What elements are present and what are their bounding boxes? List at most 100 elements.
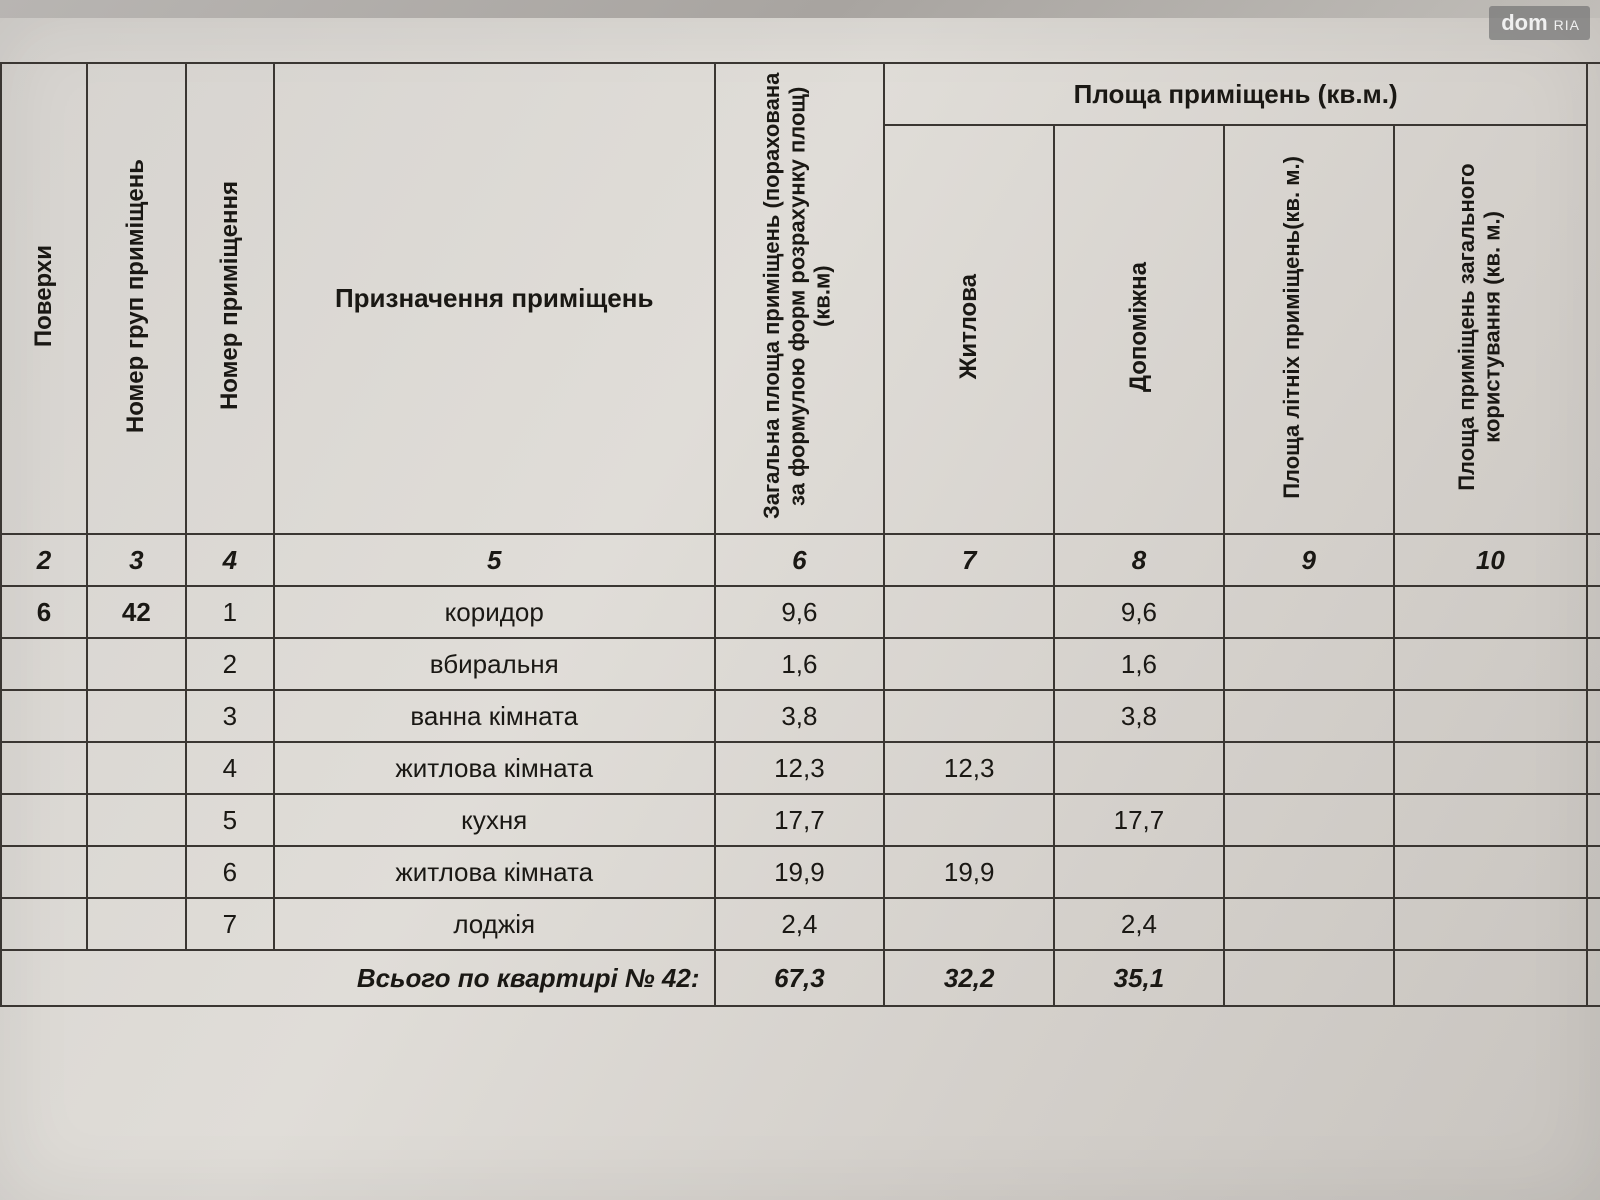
cell-living <box>884 586 1054 638</box>
summary-row: Всього по квартирі № 42: 67,3 32,2 35,1 <box>1 950 1600 1006</box>
paper-sheet: Поверхи Номер груп приміщень Номер примі… <box>0 18 1600 1200</box>
cell-common <box>1394 846 1587 898</box>
cell-edge <box>1587 638 1600 690</box>
col-header-area-group: Площа приміщень (кв.м.) <box>884 63 1587 125</box>
cell-aux <box>1054 742 1224 794</box>
col-header-num: Номер приміщення <box>186 63 274 534</box>
col-header-group-label: Номер груп приміщень <box>122 151 150 441</box>
cell-summer <box>1224 638 1394 690</box>
cell-num: 1 <box>186 586 274 638</box>
table-row: 6 житлова кімната 19,9 19,9 <box>1 846 1600 898</box>
cell-group <box>87 638 186 690</box>
colnum-cell: 2 <box>1 534 87 586</box>
cell-total: 2,4 <box>715 898 885 950</box>
summary-total: 67,3 <box>715 950 885 1006</box>
cell-num: 6 <box>186 846 274 898</box>
cell-summer <box>1224 794 1394 846</box>
colnum-cell: 9 <box>1224 534 1394 586</box>
cell-living: 12,3 <box>884 742 1054 794</box>
col-header-floor: Поверхи <box>1 63 87 534</box>
summary-living: 32,2 <box>884 950 1054 1006</box>
cell-total: 17,7 <box>715 794 885 846</box>
col-header-common: Площа приміщень загального користування … <box>1394 125 1587 534</box>
cell-num: 3 <box>186 690 274 742</box>
col-header-common-label: Площа приміщень загального користування … <box>1454 124 1526 531</box>
cell-aux: 9,6 <box>1054 586 1224 638</box>
header-row-1: Поверхи Номер груп приміщень Номер примі… <box>1 63 1600 125</box>
cell-num: 7 <box>186 898 274 950</box>
cell-summer <box>1224 586 1394 638</box>
cell-common <box>1394 690 1587 742</box>
table-row: 5 кухня 17,7 17,7 <box>1 794 1600 846</box>
col-header-summer: Площа літніх приміщень(кв. м.) <box>1224 125 1394 534</box>
cell-floor <box>1 638 87 690</box>
col-header-total: Загальна площа приміщень (порахована за … <box>715 63 885 534</box>
cell-floor <box>1 846 87 898</box>
col-header-aux: Допоміжна <box>1054 125 1224 534</box>
col-header-purpose: Призначення приміщень <box>274 63 715 534</box>
summary-summer <box>1224 950 1394 1006</box>
cell-aux: 1,6 <box>1054 638 1224 690</box>
col-header-living: Житлова <box>884 125 1054 534</box>
cell-group <box>87 846 186 898</box>
cell-name: вбиральня <box>274 638 715 690</box>
cell-common <box>1394 586 1587 638</box>
cell-total: 19,9 <box>715 846 885 898</box>
cell-edge <box>1587 586 1600 638</box>
premises-table: Поверхи Номер груп приміщень Номер примі… <box>0 62 1600 1007</box>
colnum-cell: 5 <box>274 534 715 586</box>
table-row: 3 ванна кімната 3,8 3,8 <box>1 690 1600 742</box>
col-header-edge <box>1587 63 1600 534</box>
colnum-cell: 6 <box>715 534 885 586</box>
col-header-floor-label: Поверхи <box>30 237 58 355</box>
watermark-main: dom <box>1501 10 1547 36</box>
cell-common <box>1394 898 1587 950</box>
cell-summer <box>1224 898 1394 950</box>
colnum-cell: 3 <box>87 534 186 586</box>
table-row: 4 житлова кімната 12,3 12,3 <box>1 742 1600 794</box>
cell-name: кухня <box>274 794 715 846</box>
cell-summer <box>1224 690 1394 742</box>
cell-aux <box>1054 846 1224 898</box>
cell-edge <box>1587 794 1600 846</box>
cell-common <box>1394 742 1587 794</box>
cell-edge <box>1587 742 1600 794</box>
table-row: 2 вбиральня 1,6 1,6 <box>1 638 1600 690</box>
colnum-cell: 7 <box>884 534 1054 586</box>
cell-total: 3,8 <box>715 690 885 742</box>
cell-edge <box>1587 898 1600 950</box>
table-row: 7 лоджія 2,4 2,4 <box>1 898 1600 950</box>
cell-living <box>884 794 1054 846</box>
col-header-group: Номер груп приміщень <box>87 63 186 534</box>
cell-living <box>884 638 1054 690</box>
cell-num: 2 <box>186 638 274 690</box>
col-header-aux-label: Допоміжна <box>1125 254 1153 400</box>
col-header-total-label: Загальна площа приміщень (порахована за … <box>759 64 839 528</box>
cell-floor <box>1 690 87 742</box>
summary-label: Всього по квартирі № 42: <box>1 950 715 1006</box>
cell-summer <box>1224 846 1394 898</box>
cell-group: 42 <box>87 586 186 638</box>
col-header-summer-label: Площа літніх приміщень(кв. м.) <box>1279 148 1339 507</box>
cell-name: ванна кімната <box>274 690 715 742</box>
cell-living <box>884 690 1054 742</box>
col-header-living-label: Житлова <box>955 266 983 387</box>
summary-aux: 35,1 <box>1054 950 1224 1006</box>
watermark-sub: RIA <box>1554 17 1580 33</box>
cell-floor <box>1 794 87 846</box>
cell-living: 19,9 <box>884 846 1054 898</box>
colnum-cell: 10 <box>1394 534 1587 586</box>
cell-name: коридор <box>274 586 715 638</box>
cell-total: 9,6 <box>715 586 885 638</box>
cell-summer <box>1224 742 1394 794</box>
cell-total: 1,6 <box>715 638 885 690</box>
cell-floor: 6 <box>1 586 87 638</box>
cell-aux: 17,7 <box>1054 794 1224 846</box>
cell-total: 12,3 <box>715 742 885 794</box>
column-number-row: 2 3 4 5 6 7 8 9 10 <box>1 534 1600 586</box>
cell-name: лоджія <box>274 898 715 950</box>
colnum-cell: 8 <box>1054 534 1224 586</box>
cell-num: 5 <box>186 794 274 846</box>
cell-name: житлова кімната <box>274 742 715 794</box>
table-row: 6 42 1 коридор 9,6 9,6 <box>1 586 1600 638</box>
